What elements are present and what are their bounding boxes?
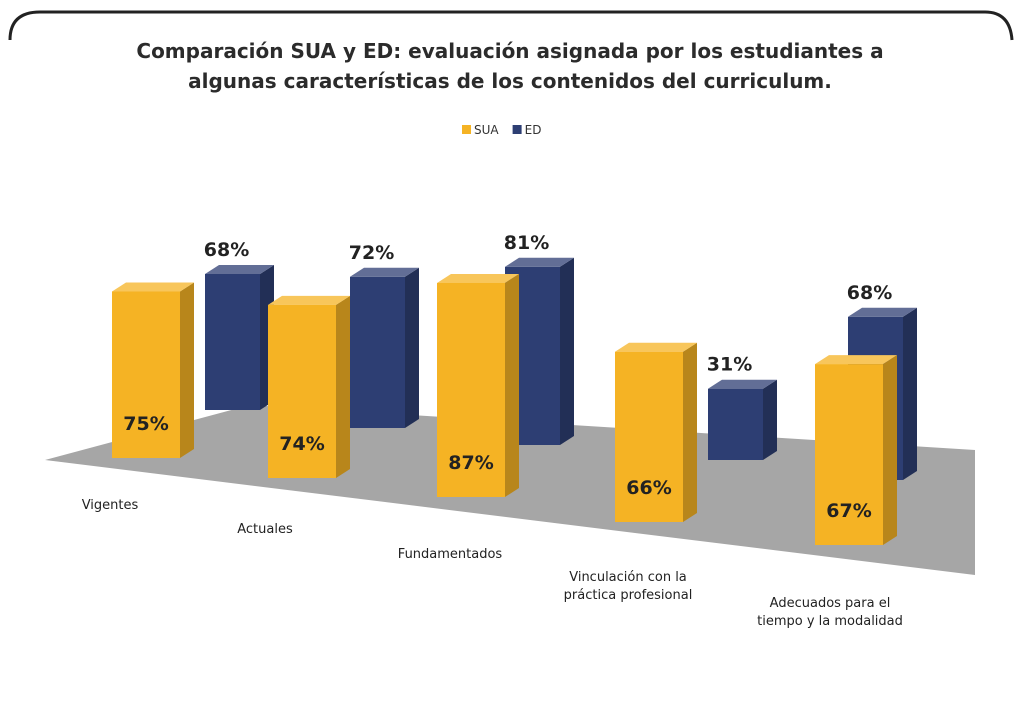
frame (8, 10, 1014, 41)
bar-top (437, 273, 519, 283)
bar-top (350, 267, 419, 277)
data-label: 72% (349, 242, 394, 264)
data-label: 31% (707, 354, 752, 376)
bar-top (268, 295, 350, 305)
bar-side (180, 282, 194, 458)
bar (815, 364, 883, 545)
x-tick-label: Adecuados para el tiempo y la modalidad (757, 596, 903, 629)
x-tick-label: Actuales (237, 522, 293, 537)
chart-title: Comparación SUA y ED: evaluación asignad… (136, 39, 884, 93)
bar (112, 291, 180, 458)
data-label: 81% (504, 232, 549, 254)
bar-top (815, 355, 897, 365)
bar (205, 274, 260, 410)
data-label: 66% (626, 477, 671, 499)
bar (350, 276, 405, 428)
bar-top (708, 379, 777, 389)
bar-side (405, 267, 419, 428)
bar-side (560, 257, 574, 445)
bar (437, 282, 505, 497)
data-label: 67% (826, 500, 871, 522)
bar-top (112, 282, 194, 292)
bar (615, 351, 683, 522)
bar-side (763, 379, 777, 460)
bar-top (615, 342, 697, 352)
bar-top (848, 307, 917, 317)
bar-side (883, 355, 897, 545)
x-tick-label: Fundamentados (397, 547, 503, 562)
legend-swatch (462, 125, 471, 134)
bar-side (336, 295, 350, 478)
x-tick-label: Vinculación con la práctica profesional (563, 570, 693, 603)
x-tick-label: Vigentes (81, 498, 139, 513)
bar-side (903, 307, 917, 480)
data-label: 68% (847, 282, 892, 304)
bar (268, 304, 336, 478)
data-label: 75% (123, 413, 168, 435)
bar-top (205, 265, 274, 274)
legend-label: SUA (474, 123, 499, 137)
bar-top (505, 257, 574, 267)
data-label: 68% (204, 239, 249, 261)
data-label: 87% (448, 452, 493, 474)
bar-side (505, 273, 519, 497)
data-label: 74% (279, 433, 324, 455)
bar-side (683, 342, 697, 522)
legend-swatch (512, 125, 522, 134)
bar (708, 388, 763, 460)
legend-label: ED (525, 123, 542, 137)
